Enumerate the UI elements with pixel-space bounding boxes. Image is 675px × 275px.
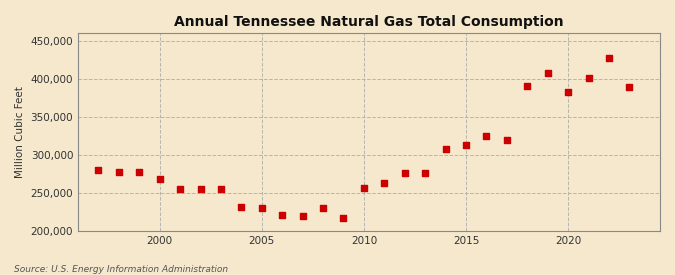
Text: Source: U.S. Energy Information Administration: Source: U.S. Energy Information Administ… [14, 265, 227, 274]
Point [134, 170, 144, 174]
Point [420, 170, 431, 175]
Point [603, 56, 614, 60]
Point [277, 213, 288, 218]
Point [358, 186, 369, 190]
Point [155, 177, 165, 182]
Point [113, 170, 124, 174]
Point [440, 147, 451, 151]
Point [583, 76, 594, 80]
Point [195, 187, 206, 192]
Point [400, 171, 410, 175]
Point [338, 216, 349, 221]
Point [624, 85, 634, 89]
Point [236, 205, 247, 209]
Point [175, 187, 186, 192]
Y-axis label: Million Cubic Feet: Million Cubic Feet [15, 86, 25, 178]
Point [318, 206, 329, 211]
Point [563, 90, 574, 94]
Title: Annual Tennessee Natural Gas Total Consumption: Annual Tennessee Natural Gas Total Consu… [174, 15, 564, 29]
Point [215, 187, 226, 192]
Point [379, 181, 389, 186]
Point [256, 206, 267, 211]
Point [481, 134, 492, 138]
Point [93, 168, 104, 172]
Point [542, 70, 553, 75]
Point [502, 138, 512, 142]
Point [460, 143, 471, 147]
Point [297, 214, 308, 218]
Point [522, 83, 533, 88]
